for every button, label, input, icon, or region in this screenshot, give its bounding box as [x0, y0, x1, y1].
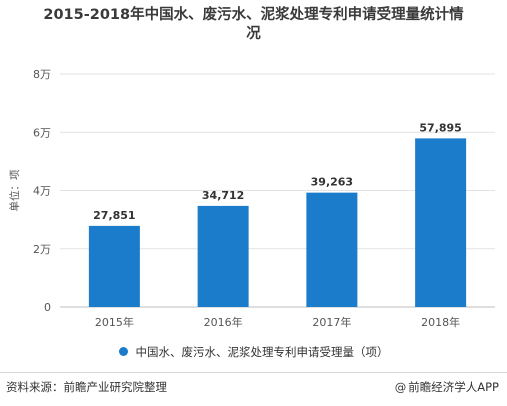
chart-title: 2015-2018年中国水、废污水、泥浆处理专利申请受理量统计情 况	[0, 6, 507, 44]
copyright-symbol: @	[394, 380, 407, 394]
bar	[306, 192, 358, 307]
legend-marker	[118, 347, 128, 356]
y-tick-label: 0	[44, 301, 51, 314]
bar-value-label: 27,851	[93, 209, 135, 222]
y-axis-ticks: 0 2万 4万 6万 8万	[33, 68, 51, 314]
bars: 27,851 34,712 39,263 57,895	[88, 121, 467, 307]
bar	[88, 225, 140, 307]
legend: 中国水、废污水、泥浆处理专利申请受理量（项）	[0, 344, 507, 360]
x-axis-ticks: 2015年 2016年 2017年 2018年	[95, 315, 460, 329]
y-tick-label: 2万	[33, 243, 51, 256]
bar-value-label: 57,895	[419, 121, 461, 134]
footer-divider	[0, 372, 507, 373]
y-tick-label: 8万	[33, 68, 51, 81]
y-axis-label: 单位：项	[8, 169, 21, 211]
source-note: 资料来源：前瞻产业研究院整理	[6, 380, 167, 394]
brand-credit: @ 前瞻经济学人APP	[395, 379, 499, 395]
legend-label: 中国水、废污水、泥浆处理专利申请受理量（项）	[135, 345, 389, 359]
bar-value-label: 39,263	[311, 176, 353, 189]
y-tick-label: 4万	[33, 185, 51, 198]
chart-title-line-1: 2015-2018年中国水、废污水、泥浆处理专利申请受理量统计情	[43, 7, 464, 23]
y-tick-label: 6万	[33, 126, 51, 139]
x-tick-label: 2018年	[421, 315, 460, 329]
bar	[415, 138, 467, 307]
footer: 资料来源：前瞻产业研究院整理 @ 前瞻经济学人APP	[0, 372, 507, 406]
bar-value-label: 34,712	[202, 189, 244, 202]
x-tick-label: 2015年	[95, 315, 134, 329]
bar	[197, 205, 249, 307]
x-tick-label: 2017年	[312, 315, 351, 329]
chart-title-line-2: 况	[246, 26, 261, 42]
x-tick-label: 2016年	[204, 315, 243, 329]
brand-name: 前瞻经济学人APP	[408, 380, 499, 394]
